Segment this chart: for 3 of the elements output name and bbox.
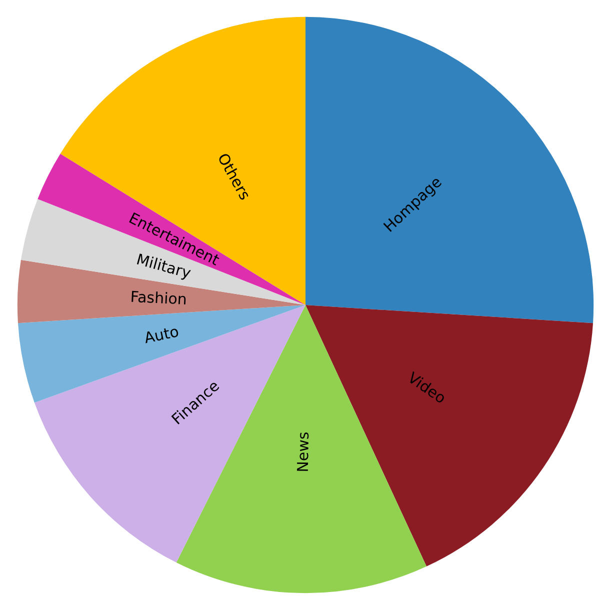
slice-label: Fashion xyxy=(130,288,188,308)
slice-label: News xyxy=(294,431,313,472)
slice-label: Auto xyxy=(142,322,180,348)
